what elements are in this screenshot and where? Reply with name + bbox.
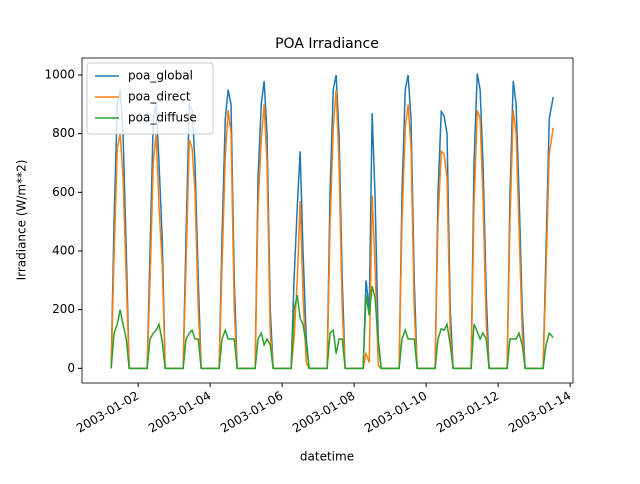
y-tick-label: 1000 xyxy=(44,68,75,82)
x-tick-label: 2003-01-10 xyxy=(362,389,429,436)
x-tick-label: 2003-01-06 xyxy=(218,389,285,436)
y-tick-label: 600 xyxy=(52,185,75,199)
y-axis-label: Irradiance (W/m**2) xyxy=(15,160,29,281)
plot-frame xyxy=(81,57,574,384)
y-tick-label: 0 xyxy=(67,361,75,375)
x-tick-label: 2003-01-12 xyxy=(434,389,501,436)
chart-title: POA Irradiance xyxy=(275,36,379,52)
x-tick-label: 2003-01-08 xyxy=(290,389,357,436)
series-line xyxy=(110,89,554,370)
legend-label: poa_global xyxy=(128,69,193,83)
x-tick-label: 2003-01-04 xyxy=(146,389,213,436)
x-tick-label: 2003-01-02 xyxy=(74,389,141,436)
x-tick-label: 2003-01-14 xyxy=(506,389,573,436)
series-line xyxy=(110,286,554,370)
x-axis-label: datetime xyxy=(300,450,354,464)
y-tick-label: 400 xyxy=(52,244,75,258)
y-tick-label: 200 xyxy=(52,302,75,316)
legend-label: poa_direct xyxy=(128,90,191,104)
legend-label: poa_diffuse xyxy=(128,111,197,125)
y-tick-label: 800 xyxy=(52,126,75,140)
legend-box xyxy=(86,62,214,135)
